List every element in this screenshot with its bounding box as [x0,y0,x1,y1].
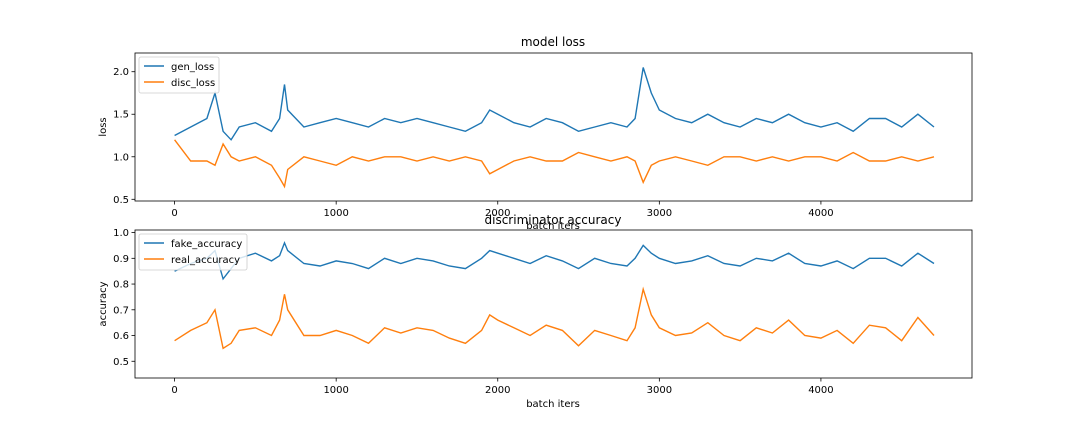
loss-x-axis: 0 1000 2000 3000 4000 batch iters [171,201,834,232]
accuracy-plot-frame [134,229,973,379]
loss-chart: model loss 0 1000 2000 3000 4000 batch i… [98,35,973,232]
accuracy-ytick-label-0-7: 0.7 [113,305,129,316]
accuracy-legend: fake_accuracy real_accuracy [138,233,248,271]
accuracy-legend-box [138,233,248,271]
legend-disc-loss-label: disc_loss [171,78,215,89]
real-accuracy-line [174,286,935,350]
loss-ytick-label-1-5: 1.5 [113,110,129,121]
loss-xtick-label-3000: 3000 [647,208,672,219]
loss-xtick-label-1000: 1000 [323,208,348,219]
accuracy-ytick-label-0-9: 0.9 [113,254,129,265]
accuracy-ytick-label-0-6: 0.6 [113,331,129,342]
loss-y-axis-label: loss [98,117,109,136]
loss-legend: gen_loss disc_loss [138,56,220,94]
loss-xtick-label-0: 0 [171,208,177,219]
loss-x-axis-label: batch iters [526,221,580,232]
loss-plot-frame [134,52,973,202]
accuracy-xtick-label-2000: 2000 [485,385,510,396]
accuracy-xtick-label-3000: 3000 [647,385,672,396]
gen-loss-line [174,67,935,141]
legend-gen-loss-label: gen_loss [171,62,214,73]
loss-ytick-label-0-5: 0.5 [113,195,129,206]
disc-loss-line [174,139,935,189]
accuracy-x-axis: 0 1000 2000 3000 4000 batch iters [171,378,834,410]
accuracy-x-axis-label: batch iters [526,399,580,410]
loss-ytick-label-1-0: 1.0 [113,152,129,163]
fake-accuracy-line [174,241,935,281]
accuracy-xtick-label-0: 0 [171,385,177,396]
legend-real-accuracy-label: real_accuracy [171,255,240,266]
accuracy-ytick-label-0-8: 0.8 [113,280,129,291]
loss-y-axis: 0.5 1.0 1.5 2.0 loss [98,67,135,206]
loss-xtick-label-2000: 2000 [485,208,510,219]
accuracy-chart: discriminator accuracy 0 1000 2000 3000 … [98,213,973,410]
loss-chart-title: model loss [521,35,585,49]
loss-lines [174,67,935,189]
accuracy-lines [174,241,935,350]
loss-ytick-label-2-0: 2.0 [113,67,129,78]
accuracy-xtick-label-1000: 1000 [323,385,348,396]
accuracy-y-axis-label: accuracy [98,281,109,326]
accuracy-y-axis: 0.5 0.6 0.7 0.8 0.9 1.0 accuracy [98,228,135,368]
accuracy-xtick-label-4000: 4000 [808,385,833,396]
legend-fake-accuracy-label: fake_accuracy [171,239,242,250]
accuracy-ytick-label-1-0: 1.0 [113,228,129,239]
accuracy-chart-title: discriminator accuracy [485,213,622,227]
loss-xtick-label-4000: 4000 [808,208,833,219]
accuracy-ytick-label-0-5: 0.5 [113,357,129,368]
